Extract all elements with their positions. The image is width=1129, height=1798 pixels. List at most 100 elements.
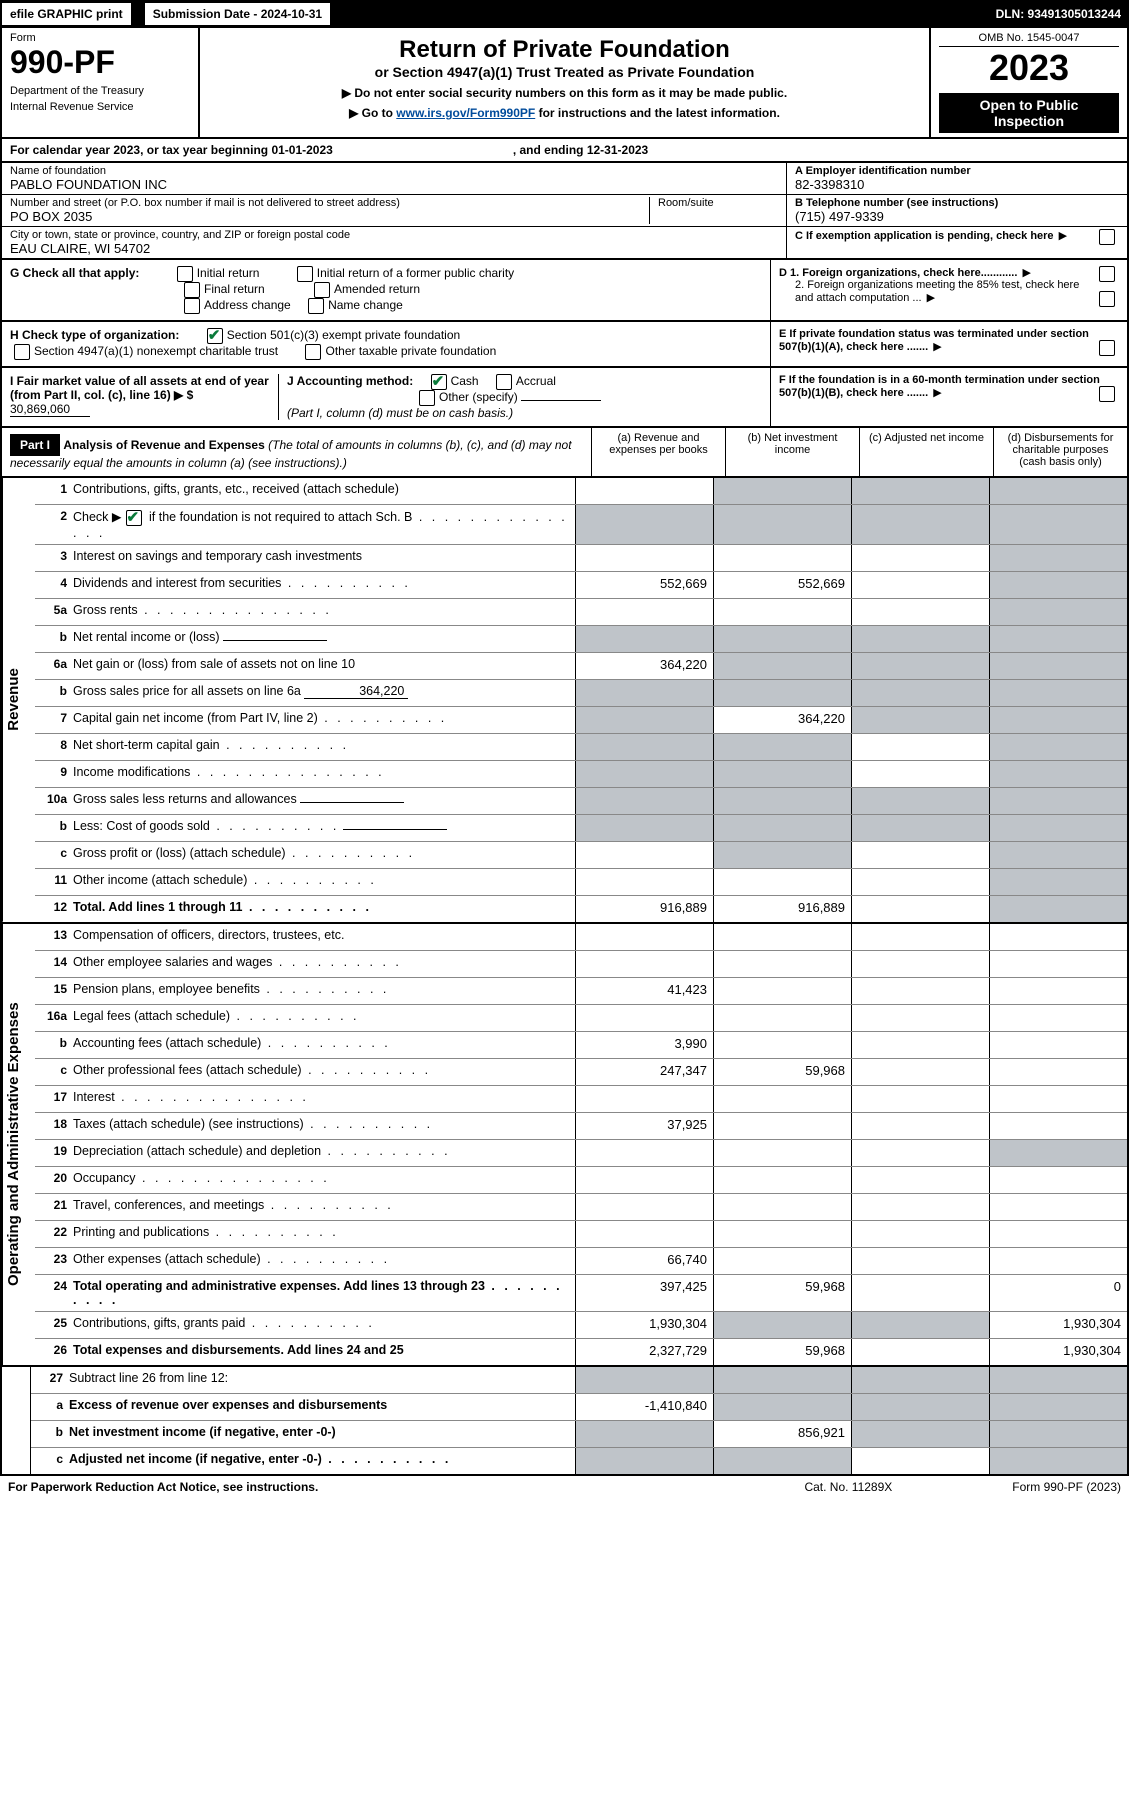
line-21: Travel, conferences, and meetings [73,1194,575,1220]
d2-checkbox[interactable] [1099,291,1115,307]
j-other-checkbox[interactable] [419,390,435,406]
expenses-side-label: Operating and Administrative Expenses [2,924,35,1365]
top-bar: efile GRAPHIC print Submission Date - 20… [0,0,1129,28]
l6b-val: 364,220 [304,684,408,699]
i-value: 30,869,060 [10,402,90,417]
form990pf-link[interactable]: www.irs.gov/Form990PF [396,106,535,120]
line-5a: Gross rents [73,599,575,625]
efile-label: efile GRAPHIC print [0,1,133,27]
j-accrual-checkbox[interactable] [496,374,512,390]
submission-date: Submission Date - 2024-10-31 [143,1,332,27]
g-amended: Amended return [334,282,420,296]
goto-note: ▶ Go to www.irs.gov/Form990PF for instru… [208,106,921,120]
g-name-checkbox[interactable] [308,298,324,314]
phone: (715) 497-9339 [795,209,1119,224]
l24-d: 0 [989,1275,1127,1311]
j-note: (Part I, column (d) must be on cash basi… [287,406,513,420]
line-10b: Less: Cost of goods sold [73,815,575,841]
l12-a: 916,889 [575,896,713,922]
d2-label: 2. Foreign organizations meeting the 85%… [795,279,1079,304]
f-checkbox[interactable] [1099,386,1115,402]
dln: DLN: 93491305013244 [996,7,1129,21]
line27-block: 27Subtract line 26 from line 12: aExcess… [0,1367,1129,1476]
g-name-change: Name change [328,298,403,312]
line-23: Other expenses (attach schedule) [73,1248,575,1274]
line-9: Income modifications [73,761,575,787]
line-10c: Gross profit or (loss) (attach schedule) [73,842,575,868]
line-27c: Adjusted net income (if negative, enter … [69,1448,575,1474]
expenses-block: Operating and Administrative Expenses 13… [0,924,1129,1367]
l25-d: 1,930,304 [989,1312,1127,1338]
line-20: Occupancy [73,1167,575,1193]
cal-end: , and ending 12-31-2023 [513,143,648,157]
col-d-header: (d) Disbursements for charitable purpose… [993,428,1127,476]
line-26: Total expenses and disbursements. Add li… [73,1339,575,1365]
g-initial-public-checkbox[interactable] [297,266,313,282]
l2-checkbox[interactable] [126,510,142,526]
line-27: Subtract line 26 from line 12: [69,1367,575,1393]
j-cash-checkbox[interactable] [431,374,447,390]
h-other: Other taxable private foundation [325,344,496,358]
g-amended-checkbox[interactable] [314,282,330,298]
g-label: G Check all that apply: [10,266,139,280]
c-checkbox[interactable] [1099,229,1115,245]
footer-right: Form 990-PF (2023) [1012,1480,1121,1494]
l4-b: 552,669 [713,572,851,598]
tax-year: 2023 [939,47,1119,89]
g-address: Address change [204,298,291,312]
line-6b: Gross sales price for all assets on line… [73,680,575,706]
l26-d: 1,930,304 [989,1339,1127,1365]
l26-b: 59,968 [713,1339,851,1365]
line-18: Taxes (attach schedule) (see instruction… [73,1113,575,1139]
l18-a: 37,925 [575,1113,713,1139]
h-501c3-checkbox[interactable] [207,328,223,344]
h-other-checkbox[interactable] [305,344,321,360]
l12-b: 916,889 [713,896,851,922]
line-1: Contributions, gifts, grants, etc., rece… [73,478,575,504]
goto-pre: ▶ Go to [349,106,396,120]
line-11: Other income (attach schedule) [73,869,575,895]
foundation-name: PABLO FOUNDATION INC [10,177,778,192]
d1-checkbox[interactable] [1099,266,1115,282]
l16c-a: 247,347 [575,1059,713,1085]
l16c-b: 59,968 [713,1059,851,1085]
line-4: Dividends and interest from securities [73,572,575,598]
calendar-year-row: For calendar year 2023, or tax year begi… [0,139,1129,163]
j-label: J Accounting method: [287,374,413,388]
line-15: Pension plans, employee benefits [73,978,575,1004]
l7-b: 364,220 [713,707,851,733]
line-10a: Gross sales less returns and allowances [73,788,575,814]
line-3: Interest on savings and temporary cash i… [73,545,575,571]
l15-a: 41,423 [575,978,713,1004]
g-final-checkbox[interactable] [184,282,200,298]
goto-post: for instructions and the latest informat… [535,106,780,120]
section-g-d: G Check all that apply: Initial return I… [0,260,1129,322]
part1-header-row: Part I Analysis of Revenue and Expenses … [0,428,1129,478]
revenue-block: Revenue 1Contributions, gifts, grants, e… [0,478,1129,924]
l26-a: 2,327,729 [575,1339,713,1365]
line-27b: Net investment income (if negative, ente… [69,1421,575,1447]
cal-begin: For calendar year 2023, or tax year begi… [10,143,333,157]
room-suite-label: Room/suite [658,197,778,209]
g-address-checkbox[interactable] [184,298,200,314]
l24-a: 397,425 [575,1275,713,1311]
open-public: Open to Public Inspection [939,93,1119,133]
line-7: Capital gain net income (from Part IV, l… [73,707,575,733]
part1-title: Analysis of Revenue and Expenses [63,438,264,452]
line-25: Contributions, gifts, grants paid [73,1312,575,1338]
line-8: Net short-term capital gain [73,734,575,760]
h-4947-checkbox[interactable] [14,344,30,360]
l4-a: 552,669 [575,572,713,598]
page-footer: For Paperwork Reduction Act Notice, see … [0,1476,1129,1498]
name-label: Name of foundation [10,165,778,177]
street-address: PO BOX 2035 [10,209,649,224]
form-title: Return of Private Foundation [208,36,921,64]
h-501c3: Section 501(c)(3) exempt private foundat… [227,328,460,342]
ein-label: A Employer identification number [795,165,1119,177]
g-initial-checkbox[interactable] [177,266,193,282]
e-checkbox[interactable] [1099,340,1115,356]
line-16b: Accounting fees (attach schedule) [73,1032,575,1058]
phone-label: B Telephone number (see instructions) [795,197,1119,209]
d1-label: D 1. Foreign organizations, check here..… [779,267,1017,279]
j-cash: Cash [451,374,479,388]
